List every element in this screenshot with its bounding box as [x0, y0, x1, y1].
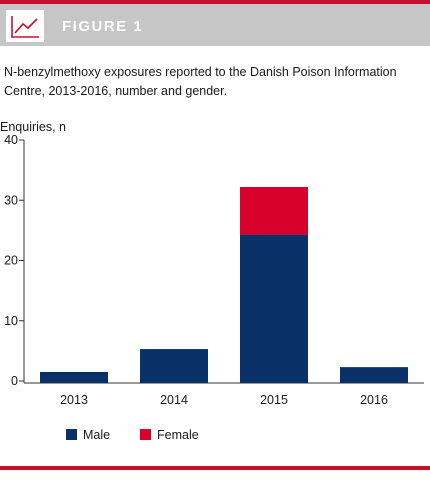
bar-female-2015	[240, 186, 308, 235]
y-tick-label-4: 40	[4, 133, 18, 147]
y-tick-label-0: 0	[11, 374, 18, 388]
y-tick-label-3: 30	[4, 193, 18, 207]
bar-male-2016	[340, 367, 408, 383]
x-tick-label-2015: 2015	[260, 393, 288, 407]
x-tick-label-2013: 2013	[60, 393, 88, 407]
legend-swatch-female	[140, 429, 151, 440]
bottom-rule	[0, 466, 430, 470]
x-tick-label-2014: 2014	[160, 393, 188, 407]
y-axis-label: Enquiries, n	[0, 120, 67, 134]
bar-chart: 0 10 20 30 40 2013 2014 2015 2016	[4, 133, 424, 407]
legend-item-female: Female	[140, 428, 199, 442]
line-chart-icon	[6, 10, 44, 42]
figure-caption: N-benzylmethoxy exposures reported to th…	[4, 65, 397, 98]
bar-male-2014	[140, 349, 208, 383]
x-tick-label-2016: 2016	[360, 393, 388, 407]
y-tick-label-1: 10	[4, 314, 18, 328]
y-tick-label-2: 20	[4, 254, 18, 268]
legend-label-female: Female	[157, 428, 199, 442]
legend-item-male: Male	[66, 428, 110, 442]
legend-label-male: Male	[83, 428, 111, 442]
top-rule	[0, 0, 430, 4]
figure-title: FIGURE 1	[62, 18, 144, 35]
legend-swatch-male	[66, 429, 77, 440]
bar-male-2013	[40, 371, 108, 383]
figure-header: FIGURE 1	[0, 4, 430, 46]
bar-male-2015	[240, 234, 308, 383]
